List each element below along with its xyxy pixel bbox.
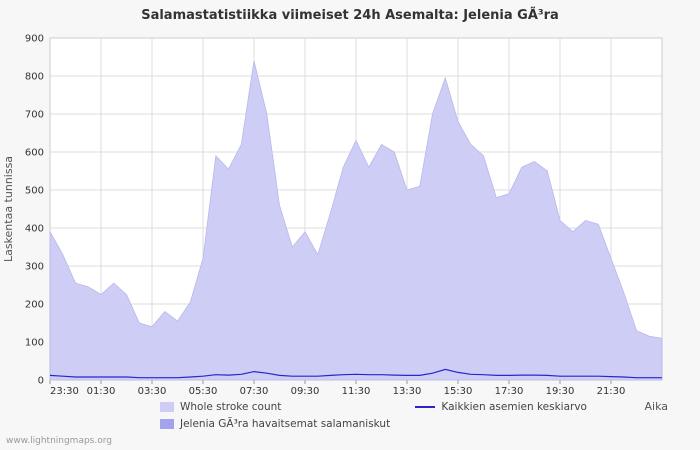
legend-label-average: Kaikkien asemien keskiarvo [441,400,587,413]
x-tick-label: 01:30 [87,386,116,396]
x-axis-title: Aika [644,400,669,413]
legend-label-whole-stroke: Whole stroke count [180,400,282,413]
legend-row-2: Jelenia GÃ³ra havaitsemat salamaniskut [160,415,605,432]
y-tick-label: 600 [25,148,44,159]
x-tick-label: 15:30 [444,386,473,396]
y-tick-label: 200 [25,300,44,311]
chart-svg: 0 100 200 300 400 500 600 700 800 900 23:30 01:30 03… [2,34,663,396]
legend-swatch-average-line-icon [415,405,436,408]
x-tick-label: 07:30 [240,386,269,396]
x-tick-label: 09:30 [291,386,320,396]
line-series-average [49,368,662,379]
x-tick-label: 23:30 [50,386,79,396]
y-tick-label: 900 [25,34,44,45]
y-tick-label: 0 [38,376,44,387]
watermark-link[interactable]: www.lightningmaps.org [6,436,112,446]
x-tick-label: 21:30 [597,386,626,396]
y-tick-label: 800 [25,72,44,83]
y-tick-label: 100 [25,338,44,349]
x-tick-label: 19:30 [546,386,575,396]
y-tick-label: 500 [25,186,44,197]
x-tick-label: 13:30 [393,386,422,396]
legend-row-1: Whole stroke count Kaikkien asemien kesk… [160,398,605,415]
x-tick-label: 03:30 [138,386,167,396]
legend-item-station-strokes: Jelenia GÃ³ra havaitsemat salamaniskut [160,418,390,430]
legend-label-station-strokes: Jelenia GÃ³ra havaitsemat salamaniskut [180,417,391,430]
x-tick-label: 05:30 [189,386,218,396]
y-tick-label: 300 [25,262,44,273]
y-axis-title: Laskentaa tunnissa [2,156,15,262]
y-tick-label: 700 [25,110,44,121]
chart-legend: Whole stroke count Kaikkien asemien kesk… [160,398,605,432]
legend-swatch-station-strokes-icon [160,418,174,429]
x-tick-label: 17:30 [495,386,524,396]
legend-swatch-whole-stroke-icon [160,401,174,412]
area-series-whole-stroke-count [49,60,663,381]
legend-item-average: Kaikkien asemien keskiarvo [415,401,587,413]
chart-title: Salamastatistiikka viimeiset 24h Asemalt… [141,8,559,23]
x-tick-label: 11:30 [342,386,371,396]
legend-item-whole-stroke: Whole stroke count [160,401,281,413]
y-tick-label: 400 [25,224,44,235]
